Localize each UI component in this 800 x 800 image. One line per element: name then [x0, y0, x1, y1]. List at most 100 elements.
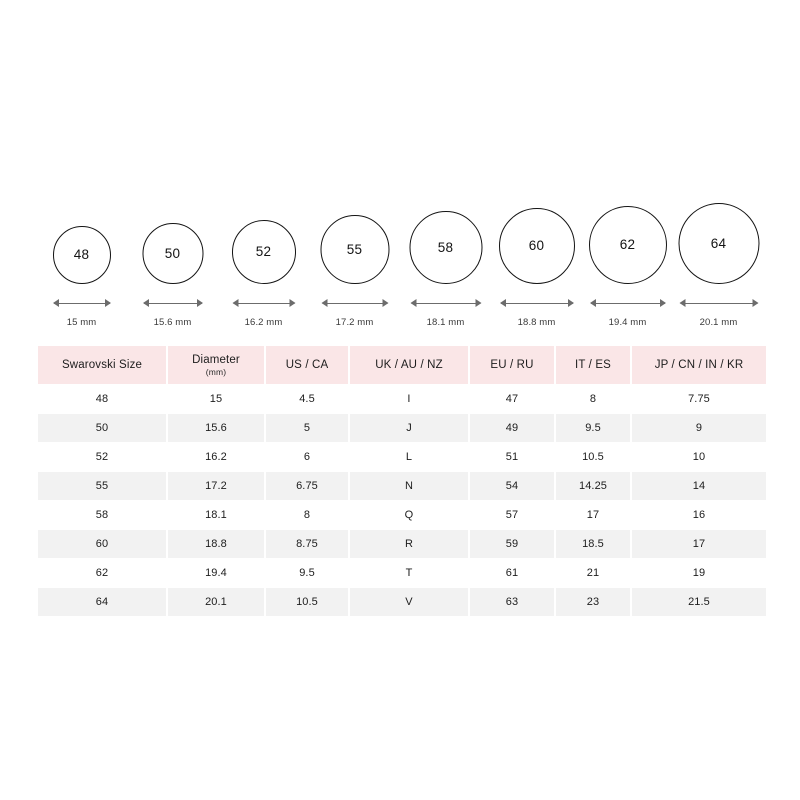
column-header-label: Diameter: [192, 353, 240, 366]
column-header: JP / CN / IN / KR: [632, 346, 766, 384]
arrow-line: [411, 303, 480, 304]
ring-circle: 64: [678, 203, 759, 284]
table-cell: 14.25: [556, 472, 630, 500]
table-cell: 59: [470, 530, 554, 558]
table-body: 48 15 4.5 I 47 8 7.75 50 15.6 5 J 49 9.5 9 52 16.2 6 L 51 1…: [38, 385, 766, 616]
table-cell: 15: [168, 385, 264, 413]
column-header-label: IT / ES: [575, 359, 611, 371]
ring-circle-wrap: 58: [409, 211, 482, 284]
table-cell: 55: [38, 472, 166, 500]
column-header-label: EU / RU: [490, 359, 534, 371]
ring-diameter-arrow: [499, 299, 574, 308]
table-cell: 17: [556, 501, 630, 529]
arrow-right-icon: [659, 299, 666, 307]
table-row: 58 18.1 8 Q 57 17 16: [38, 501, 766, 529]
arrow-line: [53, 303, 110, 304]
table-cell: 5: [266, 414, 348, 442]
table-cell: Q: [350, 501, 468, 529]
table-row: 62 19.4 9.5 T 61 21 19: [38, 559, 766, 587]
table-cell: 49: [470, 414, 554, 442]
table-cell: I: [350, 385, 468, 413]
table-cell: 18.8: [168, 530, 264, 558]
ring-circle-wrap: 55: [320, 215, 389, 284]
arrow-right-icon: [104, 299, 111, 307]
arrow-right-icon: [289, 299, 295, 307]
table-cell: 58: [38, 501, 166, 529]
table-cell: 18.1: [168, 501, 264, 529]
arrow-left-icon: [321, 299, 327, 307]
column-header-label: Swarovski Size: [61, 359, 143, 371]
ring-size-conversion-table: Swarovski Size Diameter (mm) US / CA UK / AU…: [36, 345, 768, 617]
table-cell: 62: [38, 559, 166, 587]
table-cell: 16: [632, 501, 766, 529]
arrow-line: [322, 303, 387, 304]
table-cell: 6: [266, 443, 348, 471]
ring-size-label: 50: [164, 245, 181, 261]
ring-diameter-label: 17.2 mm: [335, 317, 374, 328]
table-cell: 10.5: [556, 443, 630, 471]
table-row: 64 20.1 10.5 V 63 23 21.5: [38, 588, 766, 616]
column-header: Swarovski Size: [38, 346, 166, 384]
table-cell: 9.5: [266, 559, 348, 587]
table-cell: 51: [470, 443, 554, 471]
ring-circle-wrap: 64: [678, 203, 759, 284]
table-cell: 10: [632, 443, 766, 471]
table-cell: 19: [632, 559, 766, 587]
table-cell: 48: [38, 385, 166, 413]
table-row: 60 18.8 8.75 R 59 18.5 17: [38, 530, 766, 558]
table-cell: 17.2: [168, 472, 264, 500]
table-cell: 17: [632, 530, 766, 558]
table-cell: 9: [632, 414, 766, 442]
ring-circle-wrap: 48: [52, 226, 111, 284]
ring-circle-wrap: 62: [588, 206, 667, 284]
ring-size-label: 55: [346, 241, 363, 257]
table-cell: 10.5: [266, 588, 348, 616]
ring-circle: 48: [52, 226, 111, 284]
ring-circle: 52: [231, 220, 296, 284]
table-cell: 64: [38, 588, 166, 616]
table-cell: 15.6: [168, 414, 264, 442]
column-header: EU / RU: [470, 346, 554, 384]
arrow-line: [233, 303, 294, 304]
ring-circle: 58: [409, 211, 482, 284]
ring-diameter-arrow: [52, 299, 111, 308]
ring-circle: 60: [498, 208, 575, 284]
arrow-line: [143, 303, 202, 304]
table-cell: 60: [38, 530, 166, 558]
table-cell: L: [350, 443, 468, 471]
table-cell: 8: [266, 501, 348, 529]
ring-diameter-label: 18.1 mm: [426, 317, 465, 328]
table-cell: 14: [632, 472, 766, 500]
table-cell: 57: [470, 501, 554, 529]
table-cell: T: [350, 559, 468, 587]
arrow-left-icon: [52, 299, 59, 307]
table-cell: 50: [38, 414, 166, 442]
column-header: Diameter (mm): [168, 346, 264, 384]
table-cell: 6.75: [266, 472, 348, 500]
table-cell: 4.5: [266, 385, 348, 413]
column-header-label: UK / AU / NZ: [375, 359, 443, 371]
arrow-right-icon: [752, 299, 758, 307]
ring-diameter-label: 19.4 mm: [608, 317, 647, 328]
ring-size-label: 52: [255, 244, 272, 260]
table-cell: 8: [556, 385, 630, 413]
arrow-left-icon: [232, 299, 238, 307]
ring-diameter-arrow: [232, 299, 295, 308]
ring-diameter-arrow: [679, 299, 758, 308]
column-header-label: JP / CN / IN / KR: [654, 359, 744, 371]
table-cell: 19.4: [168, 559, 264, 587]
ring-diameter-arrow: [410, 299, 481, 308]
ring-diameter-arrow: [589, 299, 666, 308]
ring-diameter-label: 15.6 mm: [153, 317, 192, 328]
ring-diameter-arrow: [321, 299, 388, 308]
table-header-row: Swarovski Size Diameter (mm) US / CA UK / AU…: [38, 346, 766, 384]
table-cell: J: [350, 414, 468, 442]
ring-size-label: 60: [528, 238, 545, 254]
table-cell: 63: [470, 588, 554, 616]
ring-diameter-label: 20.1 mm: [699, 317, 738, 328]
table-cell: 21: [556, 559, 630, 587]
table-cell: 18.5: [556, 530, 630, 558]
table-row: 52 16.2 6 L 51 10.5 10: [38, 443, 766, 471]
arrow-right-icon: [475, 299, 481, 307]
